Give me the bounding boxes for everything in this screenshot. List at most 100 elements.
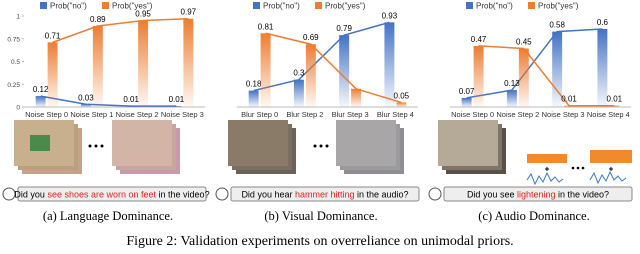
- x-tick-label: Noise Step 3: [161, 110, 204, 119]
- figure-caption: Figure 2: Validation experiments on over…: [126, 234, 513, 249]
- legend-swatch: [315, 2, 322, 9]
- value-label: 0.58: [549, 21, 565, 30]
- question: Did you see lightening in the video?: [467, 190, 609, 200]
- question: Did you see shoes are worn on feet in th…: [14, 190, 209, 200]
- value-label: 0.6: [597, 18, 609, 27]
- bar: [138, 20, 149, 107]
- x-tick-label: Blur Step 0: [241, 110, 278, 119]
- user-icon: [428, 187, 442, 201]
- bar: [461, 97, 472, 107]
- legend-label: Prob("yes"): [538, 2, 579, 11]
- value-label: 0.81: [258, 22, 274, 31]
- x-tick-label: Blur Step 3: [332, 110, 369, 119]
- question-box: [17, 186, 207, 202]
- y-tick-label: 0.5: [11, 59, 20, 66]
- bar: [552, 31, 563, 108]
- bar: [260, 33, 271, 107]
- question-prefix: Did you see: [467, 190, 517, 200]
- value-label: 0.01: [169, 95, 185, 104]
- line: [52, 17, 189, 44]
- question-prefix: Did you: [14, 190, 47, 200]
- legend-swatch: [253, 2, 260, 9]
- bar: [506, 90, 517, 107]
- bar: [384, 22, 395, 107]
- bar: [293, 79, 304, 107]
- user-icon: [2, 187, 16, 201]
- question-highlight: see shoes are worn on feet: [47, 190, 156, 200]
- line: [478, 45, 615, 107]
- question-highlight: hammer hitting: [295, 190, 355, 200]
- x-tick-label: Noise Step 4: [587, 110, 630, 119]
- question-suffix: in the audio?: [355, 190, 409, 200]
- bar: [47, 42, 58, 107]
- question-box: [443, 186, 633, 202]
- panel-caption: (b) Visual Dominance.: [264, 209, 377, 223]
- x-tick-label: Noise Step 2: [116, 110, 159, 119]
- y-tick-label: 1: [16, 14, 20, 21]
- y-tick-label: 0.25: [7, 82, 20, 89]
- question-suffix: in the video?: [156, 190, 210, 200]
- legend-label: Prob("no"): [50, 2, 87, 11]
- value-label: 0.69: [303, 33, 319, 42]
- question-box: [230, 186, 420, 202]
- value-label: 0.12: [33, 85, 49, 94]
- panel-caption: (a) Language Dominance.: [43, 209, 173, 223]
- bar: [80, 104, 91, 107]
- value-label: 0.47: [471, 35, 487, 44]
- value-label: 0.13: [504, 79, 520, 88]
- value-label: 0.95: [135, 10, 151, 19]
- x-tick-label: Noise Step 1: [70, 110, 113, 119]
- bar: [351, 88, 362, 107]
- value-label: 0.79: [336, 24, 352, 33]
- value-label: 0.03: [78, 93, 94, 102]
- x-tick-label: Noise Step 0: [451, 110, 494, 119]
- x-tick-label: Blur Step 4: [377, 110, 414, 119]
- question-prefix: Did you hear: [241, 190, 295, 200]
- value-label: 0.89: [90, 15, 106, 24]
- line: [265, 32, 402, 104]
- value-label: 0.01: [607, 95, 623, 104]
- value-label: 0.07: [459, 87, 475, 96]
- value-label: 0.93: [382, 11, 398, 20]
- legend-label: Prob("no"): [263, 2, 300, 11]
- x-tick-label: Noise Step 0: [25, 110, 68, 119]
- video-frames: [14, 120, 180, 174]
- line: [466, 28, 603, 99]
- value-label: 0.45: [516, 38, 532, 47]
- legend-swatch: [102, 2, 109, 9]
- bar: [305, 44, 316, 107]
- value-label: 0.3: [293, 69, 305, 78]
- question-suffix: in the video?: [556, 190, 610, 200]
- line: [40, 95, 177, 107]
- panel-caption: (c) Audio Dominance.: [478, 209, 589, 223]
- value-label: 0.01: [561, 95, 577, 104]
- legend-label: Prob("no"): [476, 2, 513, 11]
- user-icon: [215, 187, 229, 201]
- bar: [597, 29, 608, 107]
- value-label: 0.71: [45, 31, 61, 40]
- bar: [248, 90, 259, 107]
- bar: [339, 35, 350, 107]
- legend-swatch: [528, 2, 535, 9]
- x-tick-label: Blur Step 2: [286, 110, 323, 119]
- x-tick-label: Noise Step 3: [542, 110, 585, 119]
- legend-label: Prob("yes"): [112, 2, 153, 11]
- bar: [92, 26, 103, 107]
- value-label: 0.18: [246, 80, 262, 89]
- video-frames: [228, 120, 404, 174]
- x-tick-label: Noise Step 2: [496, 110, 539, 119]
- legend-swatch: [40, 2, 47, 9]
- value-label: 0.01: [123, 95, 139, 104]
- bar: [396, 102, 407, 107]
- value-label: 0.05: [394, 91, 410, 100]
- question: Did you hear hammer hitting in the audio…: [241, 190, 408, 200]
- question-highlight: lightening: [517, 190, 556, 200]
- bar: [473, 45, 484, 107]
- y-tick-label: 0.75: [7, 36, 20, 43]
- bar: [183, 18, 194, 108]
- bar: [35, 96, 46, 107]
- video-and-audio: [438, 120, 632, 186]
- legend-swatch: [466, 2, 473, 9]
- legend-label: Prob("yes"): [325, 2, 366, 11]
